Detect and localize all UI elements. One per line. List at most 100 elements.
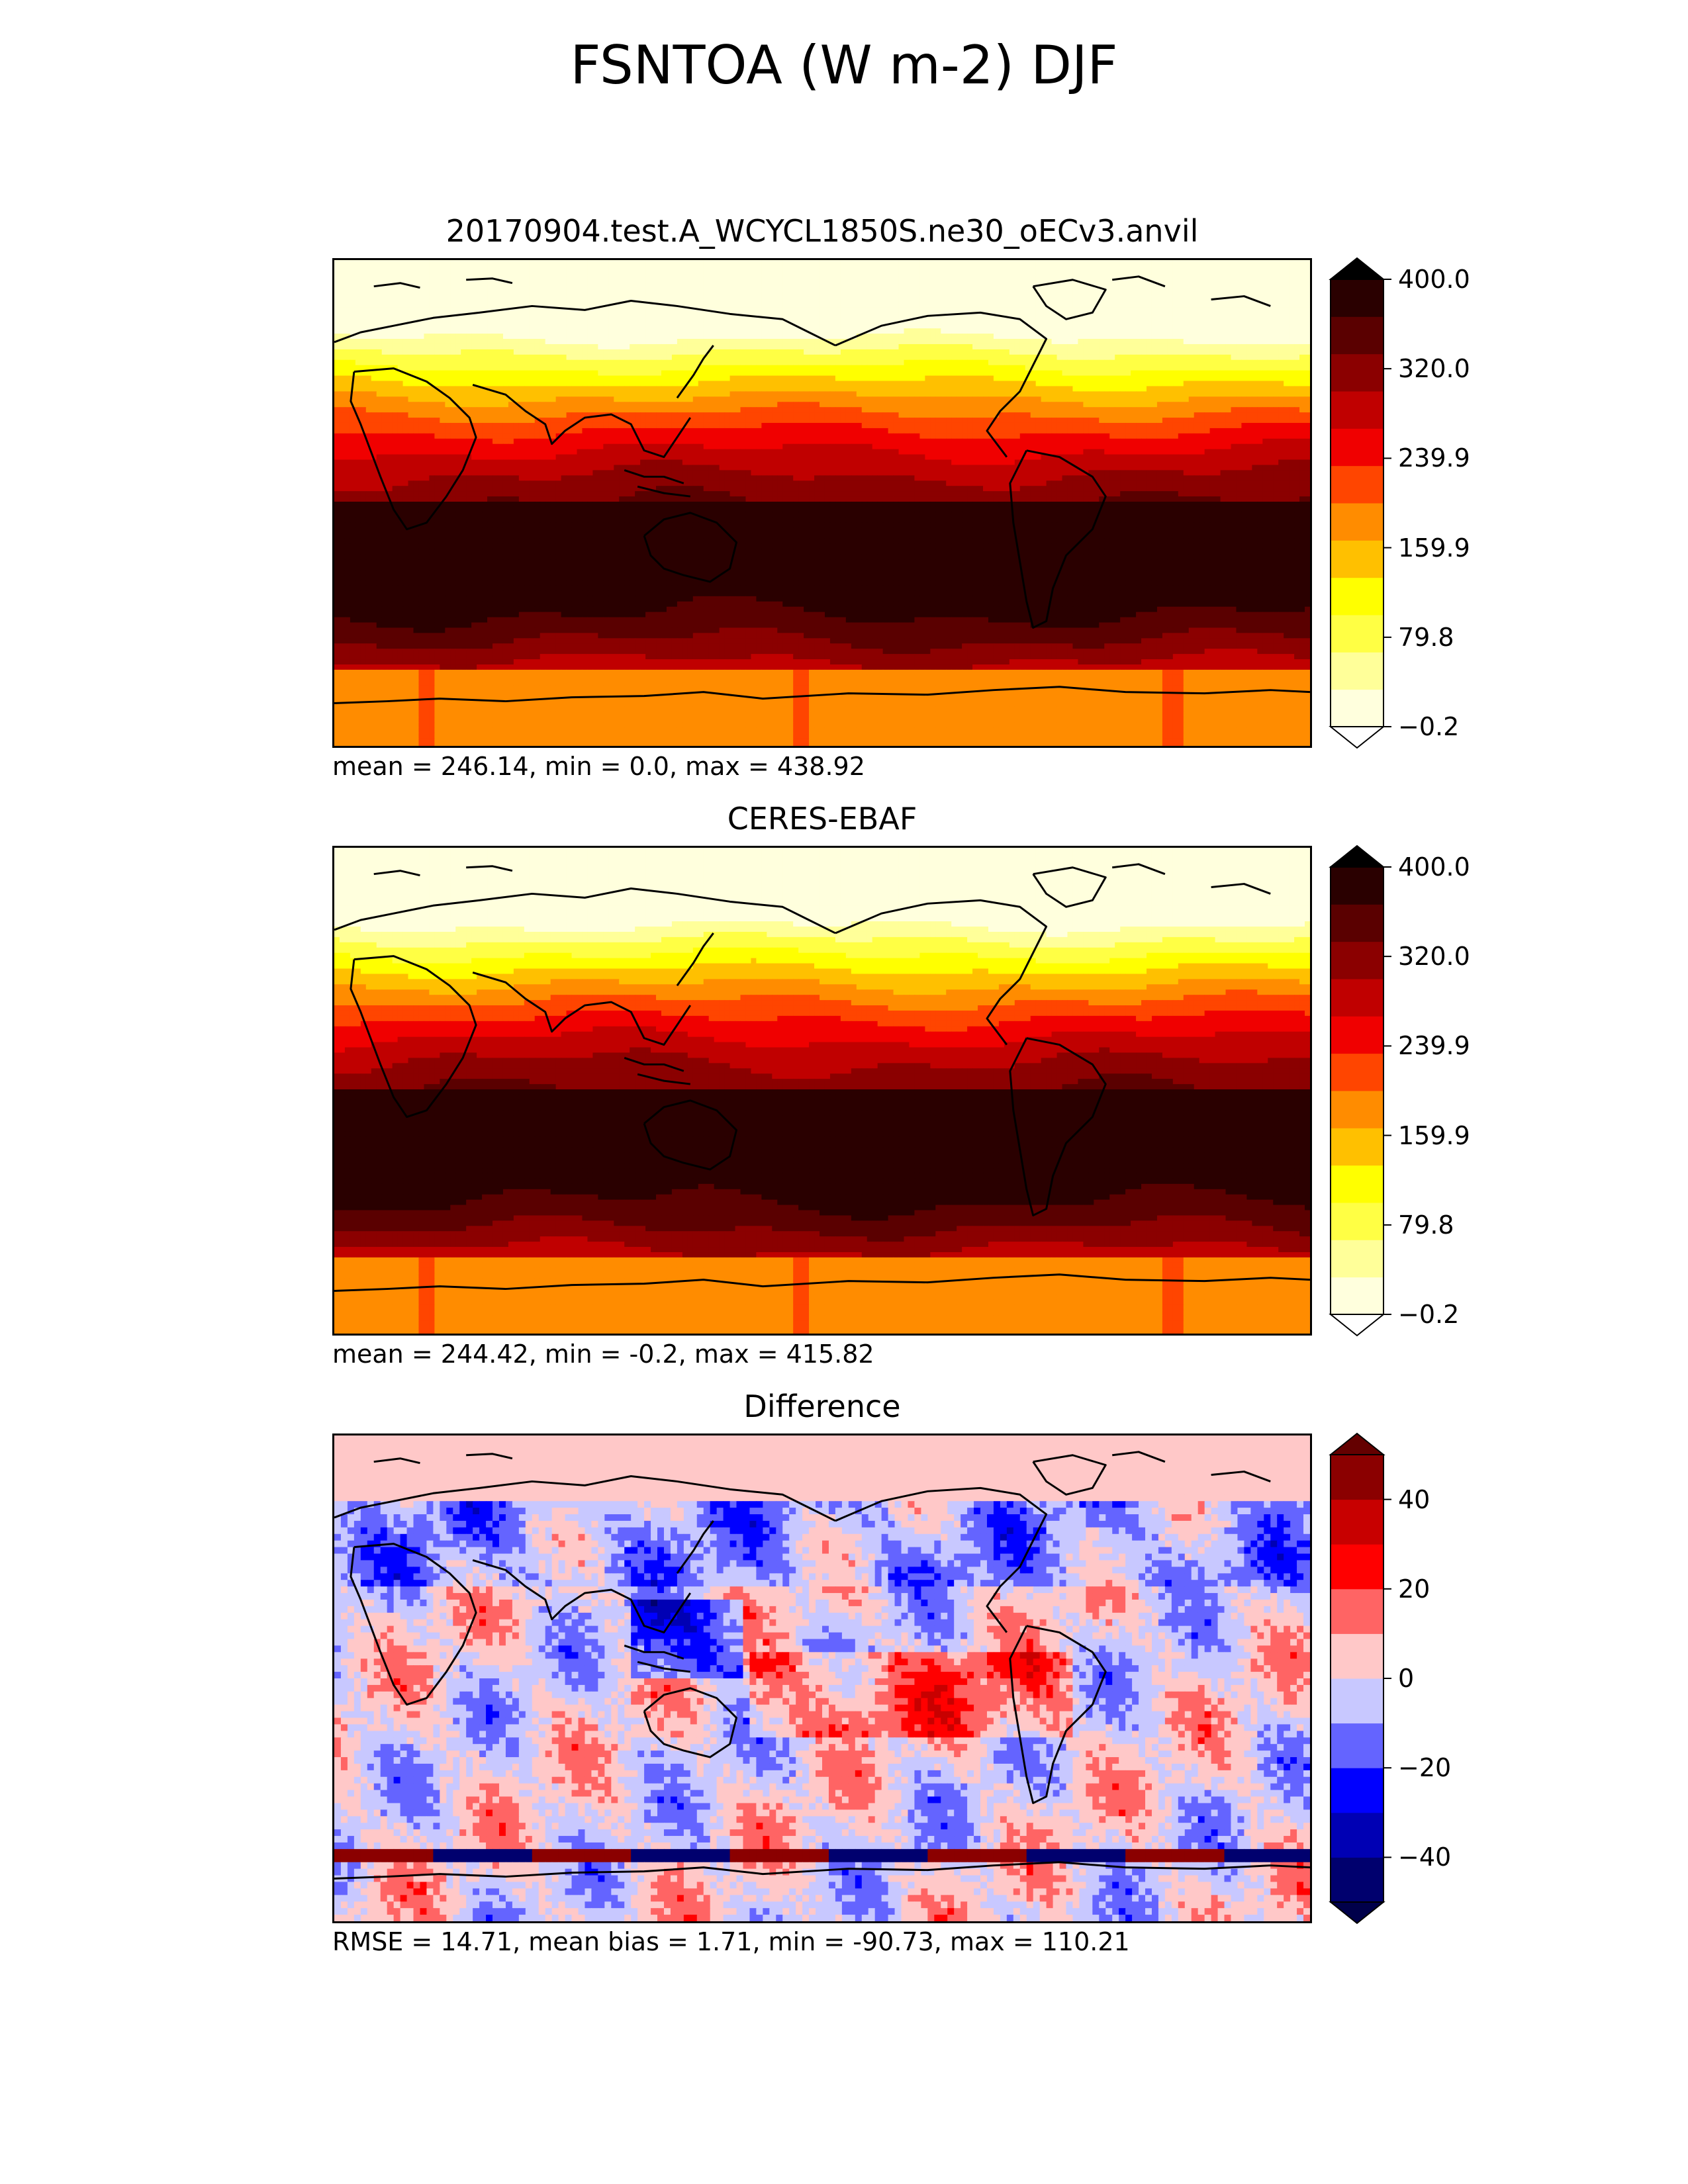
panel-1-map-cell <box>518 323 525 329</box>
panel-1-map-cell <box>371 291 377 298</box>
panel-1-map-cell <box>978 275 984 282</box>
panel-1-map-cell <box>829 328 836 334</box>
panel-1-map-cell <box>935 370 941 377</box>
panel-1-map-cell <box>566 396 573 402</box>
panel-1-map-cell <box>861 328 868 334</box>
panel-1-map-cell <box>1056 386 1063 392</box>
panel-1-map-cell <box>392 343 399 350</box>
panel-1-map-cell <box>1035 328 1042 334</box>
panel-1-map-cell <box>872 381 878 387</box>
panel-1-map-cell <box>471 396 477 402</box>
panel-1-map-cell <box>1025 265 1031 271</box>
panel-1-map-cell <box>1209 365 1216 371</box>
panel-1-map-cell <box>993 265 1000 271</box>
panel-1-map-cell <box>381 365 388 371</box>
panel-1-map-cell <box>1009 349 1015 355</box>
panel-1-map-cell <box>919 343 925 350</box>
panel-1-map-cell <box>861 270 868 277</box>
panel-1-map-cell <box>387 296 393 303</box>
panel-1-map-cell <box>1294 339 1300 345</box>
panel-1-map-cell <box>777 270 783 277</box>
panel-1-map-cell <box>740 370 747 377</box>
panel-1-map-cell <box>1062 381 1068 387</box>
panel-1-map-cell <box>339 334 346 340</box>
panel-1-map-cell <box>630 318 635 324</box>
panel-1-map-cell <box>1072 323 1079 329</box>
panel-1-map-cell <box>502 334 509 340</box>
panel-1-map-cell <box>598 265 604 271</box>
panel-1-map-cell <box>882 396 889 402</box>
panel-1-map-cell <box>998 375 1005 382</box>
panel-1-map-cell <box>835 312 841 318</box>
panel-1-map-cell <box>371 339 377 345</box>
panel-1-map-cell <box>1220 296 1227 303</box>
panel-1-map-cell <box>1019 359 1026 366</box>
panel-1-map-cell <box>635 354 641 361</box>
panel-1-map-cell <box>1104 318 1110 324</box>
panel-1-map-cell <box>820 343 825 350</box>
panel-1-map-cell <box>1231 370 1237 377</box>
panel-1-map-cell <box>782 281 788 287</box>
panel-1-map-cell <box>656 365 662 371</box>
panel-1-map-cell <box>1236 334 1243 340</box>
panel-1-map-cell <box>440 328 445 334</box>
panel-1-map-cell <box>1262 370 1268 377</box>
panel-1-map-cell <box>381 339 388 345</box>
panel-1-map-cell <box>1094 370 1100 377</box>
panel-1-map-cell <box>1273 391 1279 397</box>
panel-1-map-cell <box>1151 270 1158 277</box>
panel-1-map-cell <box>1125 307 1131 313</box>
panel-1-map-cell <box>614 381 620 387</box>
panel-1-map-cell <box>804 354 810 361</box>
panel-1-map-cell <box>402 354 409 361</box>
panel-1-map-cell <box>1062 396 1068 402</box>
panel-1-map-cell <box>1273 396 1279 402</box>
panel-1-map-cell <box>777 370 783 377</box>
panel-1-map-cell <box>745 307 752 313</box>
panel-1-map-cell <box>1188 260 1195 266</box>
panel-1-map-cell <box>729 328 736 334</box>
panel-1-map-cell <box>951 334 957 340</box>
panel-1-map-cell <box>450 354 456 361</box>
panel-1-map-cell <box>788 291 794 298</box>
panel-1-map-cell <box>724 270 731 277</box>
panel-1-map-cell <box>1246 343 1252 350</box>
panel-1-map-cell <box>661 343 667 350</box>
panel-1-map-cell <box>719 270 726 277</box>
panel-1-map-cell <box>962 318 968 324</box>
panel-1-map-cell <box>1167 354 1174 361</box>
panel-1-map-cell <box>824 365 831 371</box>
panel-1-map-cell <box>872 354 878 361</box>
panel-1-map-cell <box>424 318 430 324</box>
panel-1-map-cell <box>888 359 894 366</box>
panel-1-map-cell <box>529 265 536 271</box>
panel-1-map-cell <box>1252 349 1258 355</box>
panel-1-map-cell <box>1078 339 1084 345</box>
panel-1-map-cell <box>1088 339 1094 345</box>
panel-1-map-cell <box>592 281 598 287</box>
panel-1-map-cell <box>671 343 678 350</box>
panel-1-map-cell <box>1188 365 1195 371</box>
panel-1-map-cell <box>1204 349 1211 355</box>
panel-1-map-cell <box>793 312 799 318</box>
panel-1-map-cell <box>392 386 399 392</box>
panel-1-map-cell <box>687 275 694 282</box>
panel-1-map-cell <box>835 307 841 313</box>
panel-1-map-cell <box>1194 354 1200 361</box>
panel-1-map-cell <box>814 281 820 287</box>
panel-1-map-cell <box>387 286 393 293</box>
panel-1-map-cell <box>1056 328 1063 334</box>
panel-1-map-cell <box>461 396 467 402</box>
panel-1-map-cell <box>972 365 978 371</box>
panel-1-map-cell <box>756 260 762 266</box>
panel-1-map-cell <box>1262 354 1268 361</box>
panel-1-map-cell <box>1215 260 1221 266</box>
panel-1-map-cell <box>1268 275 1274 282</box>
panel-1-map-cell <box>1231 296 1237 303</box>
panel-1-map-cell <box>1004 391 1010 397</box>
panel-1-map-cell <box>1115 323 1121 329</box>
panel-1-map-cell <box>350 339 356 345</box>
panel-1-map-cell <box>550 286 557 293</box>
panel-1-map-cell <box>402 339 409 345</box>
panel-1-map-cell <box>429 381 435 387</box>
